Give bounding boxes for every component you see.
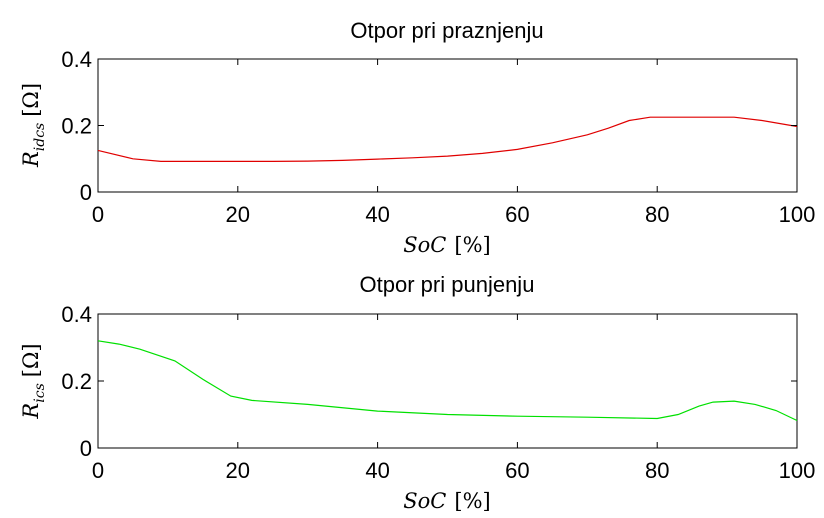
y-ticks: 0 0.2 0.4 [61,302,797,461]
y-ticks: 0 0.2 0.4 [61,47,797,205]
y-axis-unit: [Ω] [19,343,43,377]
x-axis-unit: [%] [454,489,490,513]
x-tick-label: 100 [779,458,816,483]
discharge-resistance-chart: Otpor pri praznjenju 0 20 40 60 80 100 0 0.2 0.… [19,18,815,257]
series-line [97,340,798,422]
x-axis-unit: [%] [454,233,490,257]
x-tick-label: 100 [779,202,816,227]
y-tick-label: 0.2 [61,114,92,139]
y-tick-label: 0.2 [61,369,92,394]
y-axis-unit: [Ω] [19,83,43,117]
chart-title: Otpor pri praznjenju [350,18,543,43]
x-axis-label-var: SoC [403,489,446,513]
y-axis-label-var: R [19,151,43,168]
x-tick-label: 0 [92,458,104,483]
y-tick-label: 0 [80,436,92,461]
y-axis-label-sub: ics [32,383,48,403]
y-tick-label: 0.4 [61,47,92,72]
charge-resistance-chart: Otpor pri punjenju 0 20 40 60 80 100 00.20.4 … [19,272,815,513]
x-tick-label: 20 [226,202,250,227]
x-ticks: 0 20 40 60 80 100 [92,59,815,227]
y-axis-label: Rics [Ω] [19,343,48,419]
x-tick-label: 40 [365,202,389,227]
x-tick-label: 80 [645,202,669,227]
y-axis-label-var: R [19,403,43,420]
chart-title: Otpor pri punjenju [360,272,535,297]
series-line [97,116,798,162]
x-ticks: 0 20 40 60 80 100 [92,314,815,483]
x-tick-label: 40 [365,458,389,483]
x-tick-label: 0 [92,202,104,227]
plot-frame [97,58,798,193]
x-axis-label: SoC [%] [403,489,490,513]
x-tick-label: 20 [226,458,250,483]
x-axis-label: SoC [%] [403,233,490,257]
plot-frame [97,313,798,449]
x-tick-label: 80 [645,458,669,483]
y-axis-label-sub: idcs [32,123,48,151]
x-tick-label: 60 [505,458,529,483]
x-tick-label: 60 [505,202,529,227]
y-tick-label: 0 [80,180,92,205]
x-axis-label-var: SoC [403,233,446,257]
y-tick-label: 0.4 [61,302,92,327]
y-axis-label: Ridcs [Ω] [19,83,48,168]
